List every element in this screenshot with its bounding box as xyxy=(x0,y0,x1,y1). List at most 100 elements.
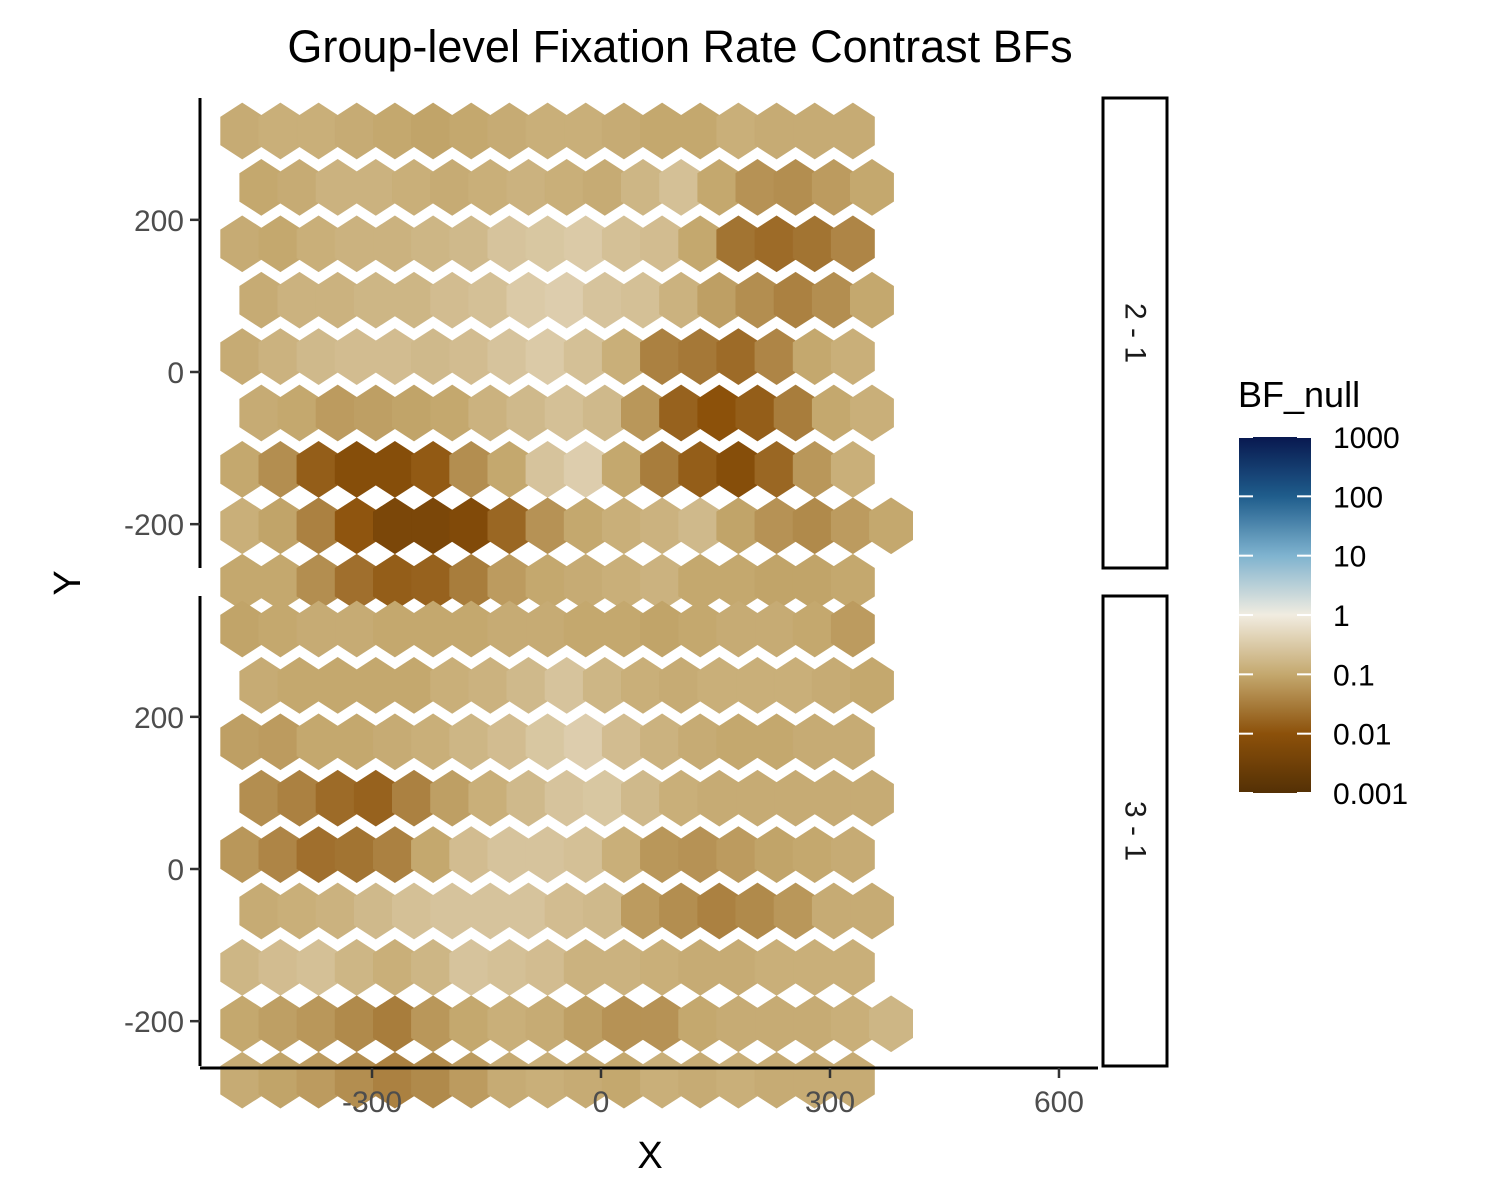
hex-bin xyxy=(296,441,341,498)
hex-bin xyxy=(830,1051,875,1109)
hex-bin xyxy=(525,102,570,160)
hex-bin xyxy=(678,939,723,996)
hex-bin xyxy=(487,215,532,273)
hex-bin xyxy=(525,826,570,883)
hex-bin xyxy=(239,271,284,329)
hex-bin xyxy=(735,384,780,442)
hex-bin xyxy=(372,497,417,555)
hex-bin xyxy=(659,271,704,329)
hex-bin xyxy=(754,1051,799,1109)
hex-bin xyxy=(830,939,875,996)
hex-bin xyxy=(849,657,894,714)
hex-bin xyxy=(239,657,284,714)
hex-bin xyxy=(697,657,742,714)
hex-bin xyxy=(315,657,360,714)
hex-bin xyxy=(391,384,436,442)
hex-bin xyxy=(220,215,265,273)
x-tick-label: 600 xyxy=(1034,1086,1084,1119)
hex-bin xyxy=(792,939,837,996)
hex-bin xyxy=(716,215,761,273)
hex-bin xyxy=(220,600,265,658)
hex-bin xyxy=(277,882,322,940)
hex-bin xyxy=(525,441,570,498)
hex-bin xyxy=(411,713,456,771)
hex-bin xyxy=(773,271,818,329)
hex-bin xyxy=(563,102,608,160)
hex-bin xyxy=(735,882,780,940)
hex-bin xyxy=(830,328,875,385)
hex-bin xyxy=(296,600,341,658)
hex-bin xyxy=(315,159,360,216)
hex-bin xyxy=(830,441,875,498)
hex-bin xyxy=(620,384,665,442)
hex-bin xyxy=(697,769,742,827)
hex-bin xyxy=(601,441,646,498)
hex-bin xyxy=(678,441,723,498)
hex-bin xyxy=(640,328,685,385)
hex-bin xyxy=(334,441,379,498)
hex-bin xyxy=(620,769,665,827)
hex-bin xyxy=(430,271,475,329)
hex-bin xyxy=(640,939,685,996)
hex-bin xyxy=(353,769,398,827)
hex-bin xyxy=(334,713,379,771)
hex-bin xyxy=(830,600,875,658)
hex-bin xyxy=(640,713,685,771)
hex-bin xyxy=(659,882,704,940)
hex-bin xyxy=(258,600,303,658)
hex-bin xyxy=(754,102,799,160)
hex-bin xyxy=(315,882,360,940)
hex-bin xyxy=(487,328,532,385)
hex-bin xyxy=(754,215,799,273)
hex-bin xyxy=(773,384,818,442)
hex-bin xyxy=(258,102,303,160)
hex-bin xyxy=(430,159,475,216)
hex-bin xyxy=(468,271,513,329)
hex-bin xyxy=(277,384,322,442)
y-tick-label: -200 xyxy=(124,1006,184,1039)
hex-bin xyxy=(811,882,856,940)
hex-bin xyxy=(601,102,646,160)
legend-title: BF_null xyxy=(1238,374,1360,415)
hex-bin xyxy=(716,995,761,1053)
hex-bin xyxy=(811,384,856,442)
legend-label: 1 xyxy=(1333,600,1350,633)
hex-bin xyxy=(220,1051,265,1109)
hex-bin xyxy=(353,657,398,714)
facet-strip xyxy=(1101,96,1169,570)
hex-bin xyxy=(716,713,761,771)
hex-bin xyxy=(792,102,837,160)
hex-bin xyxy=(640,441,685,498)
hex-bin xyxy=(754,713,799,771)
hex-bin xyxy=(411,600,456,658)
hex-bin xyxy=(487,826,532,883)
hex-bin xyxy=(601,497,646,555)
hex-bin xyxy=(773,769,818,827)
hex-bin xyxy=(735,657,780,714)
hex-bin xyxy=(220,441,265,498)
hex-bin xyxy=(525,995,570,1053)
facet-strip-label: 2 - 1 xyxy=(1119,303,1152,363)
hex-bin xyxy=(563,497,608,555)
hex-bin xyxy=(296,102,341,160)
y-tick-label: 0 xyxy=(167,357,184,390)
hex-bin xyxy=(525,939,570,996)
hex-bin xyxy=(258,1051,303,1109)
hex-bin xyxy=(487,995,532,1053)
hex-bin xyxy=(525,1051,570,1109)
hex-bin xyxy=(525,497,570,555)
hex-bin xyxy=(754,939,799,996)
x-axis: -300 0 300 600 xyxy=(200,1066,1098,1119)
hex-bin xyxy=(678,826,723,883)
hex-bin xyxy=(372,328,417,385)
hex-bin xyxy=(659,384,704,442)
chart-title: Group-level Fixation Rate Contrast BFs xyxy=(287,21,1072,72)
hex-bin xyxy=(620,271,665,329)
hex-bin xyxy=(792,441,837,498)
hex-bin xyxy=(296,497,341,555)
hex-bin xyxy=(849,882,894,940)
hex-bin xyxy=(430,657,475,714)
hex-bin xyxy=(678,215,723,273)
hex-bin xyxy=(640,102,685,160)
